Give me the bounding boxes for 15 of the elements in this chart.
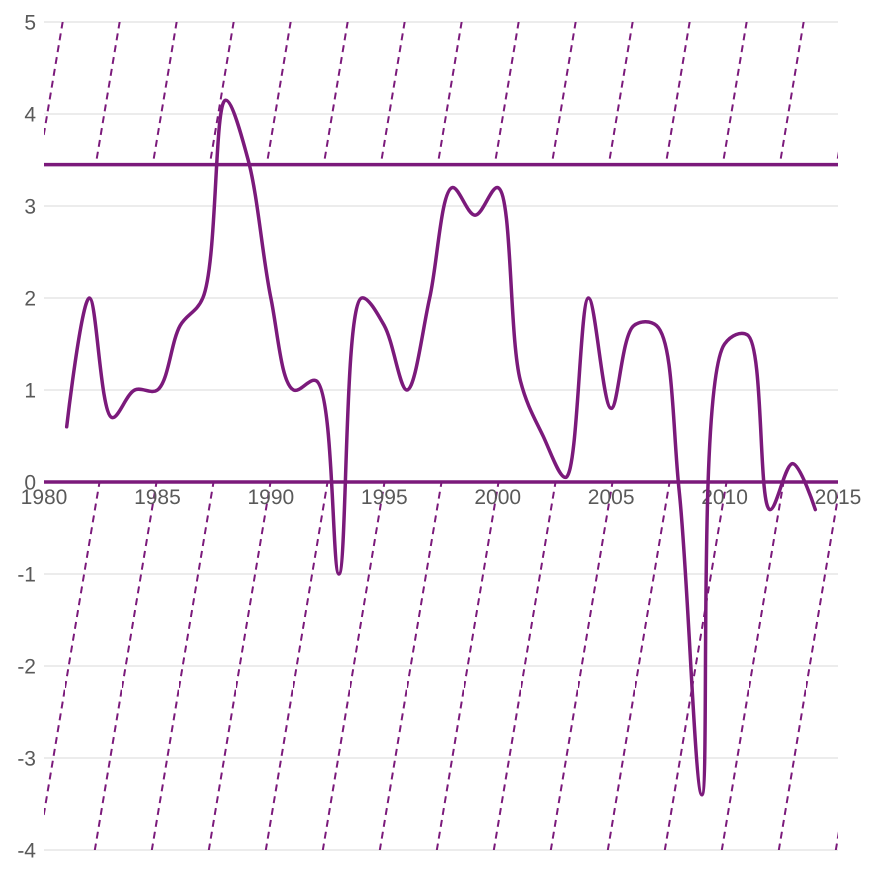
y-tick-label: -1 [17,563,36,586]
x-tick-label: 2005 [588,486,634,509]
y-tick-label: 5 [24,11,36,34]
y-tick-label: -4 [17,839,36,862]
y-tick-label: 4 [24,103,36,126]
x-tick-label: 1985 [134,486,181,509]
y-tick-label: 2 [24,287,36,310]
x-tick-label: 1995 [360,486,408,509]
y-tick-label: -3 [17,747,36,770]
y-tick-label: 3 [24,195,36,218]
x-tick-label: 2000 [474,486,522,509]
y-tick-label: -2 [17,655,36,678]
x-tick-label: 1990 [248,486,294,509]
x-tick-label: 2015 [814,486,862,509]
y-tick-label: 1 [24,379,36,402]
